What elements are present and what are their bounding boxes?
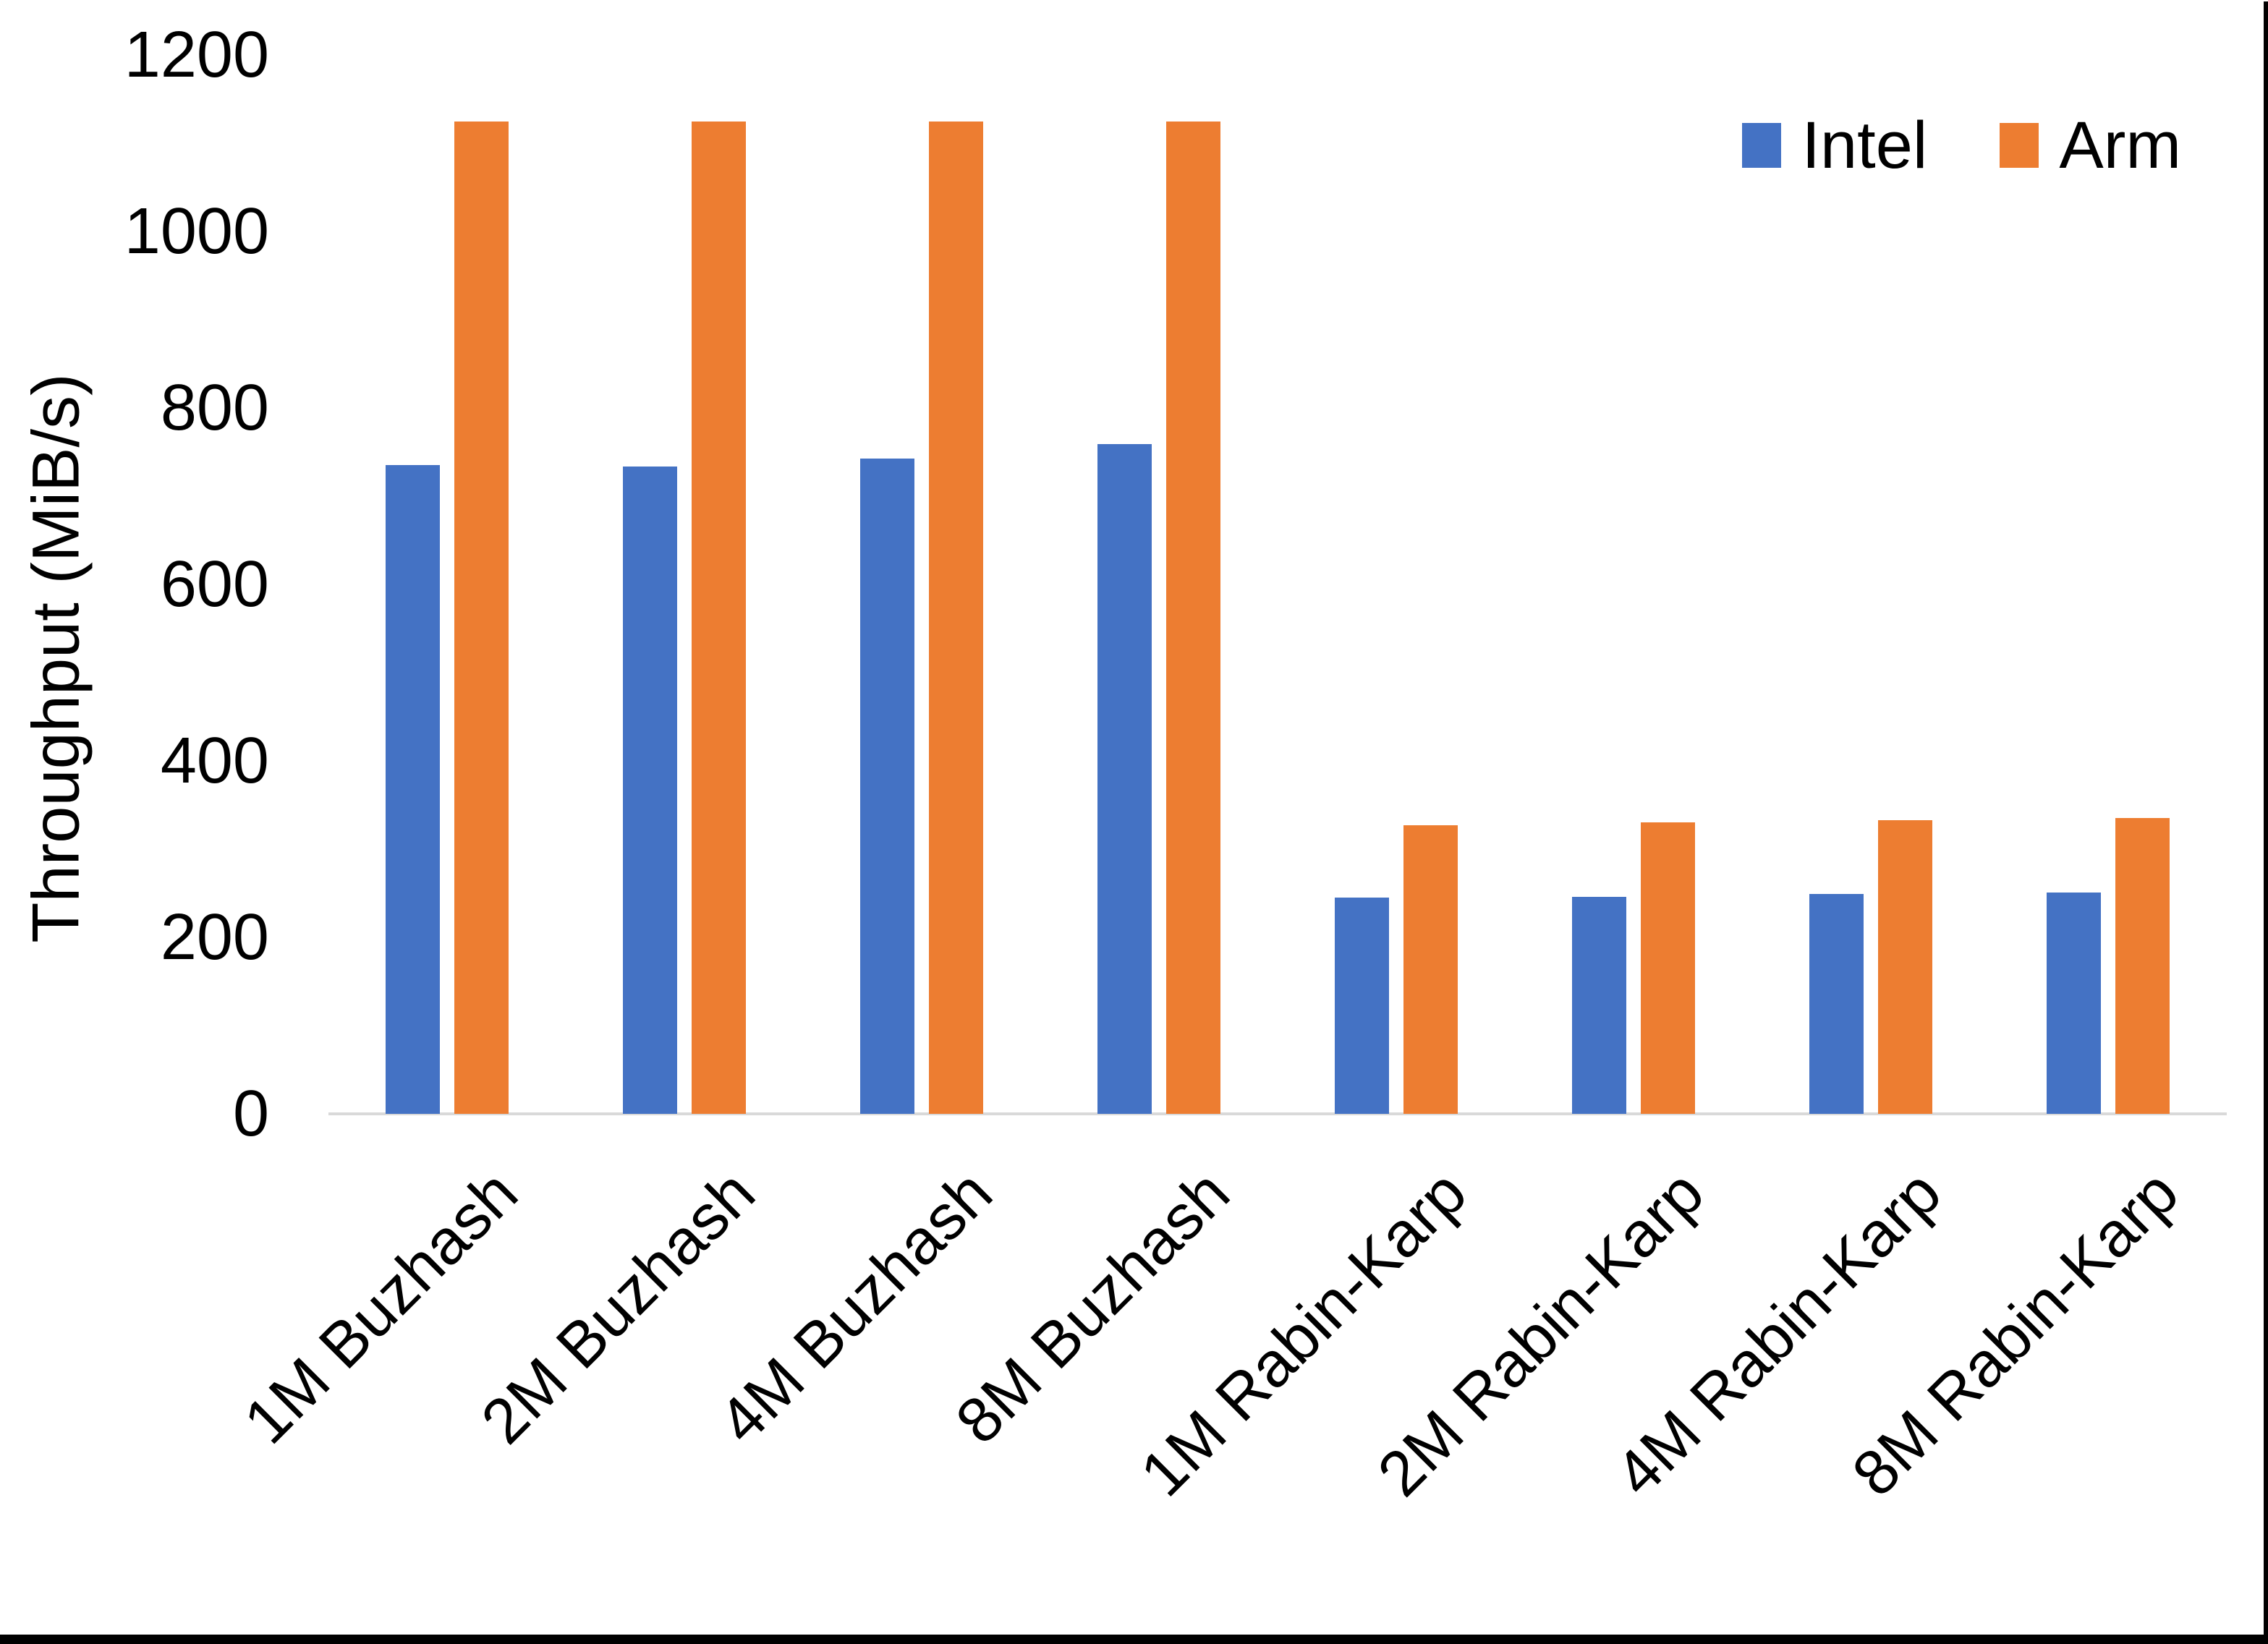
bar-group xyxy=(803,55,1040,1114)
y-axis-title: Throughput (MiB/s) xyxy=(19,373,93,943)
y-tick-label: 400 xyxy=(160,725,269,797)
bar-group xyxy=(328,55,566,1114)
legend: Intel Arm xyxy=(1742,112,2181,179)
arm-bar xyxy=(454,121,509,1114)
intel-bar xyxy=(623,466,677,1114)
arm-bar xyxy=(929,121,983,1114)
bar-group xyxy=(1278,55,1515,1114)
arm-bar xyxy=(1166,121,1220,1114)
intel-bar xyxy=(1097,444,1152,1114)
plot-area xyxy=(328,55,2227,1114)
bar-group xyxy=(1040,55,1278,1114)
arm-swatch-icon xyxy=(2000,123,2039,168)
y-tick-label: 200 xyxy=(160,901,269,974)
arm-bar xyxy=(692,121,746,1114)
y-tick-label: 0 xyxy=(232,1078,269,1150)
y-tick-label: 1200 xyxy=(124,19,269,91)
x-axis-line xyxy=(328,1112,2227,1115)
bar-group xyxy=(1989,55,2227,1114)
arm-bar xyxy=(1641,822,1695,1114)
intel-bar xyxy=(1809,894,1864,1114)
intel-bar xyxy=(386,465,440,1114)
intel-bar xyxy=(1572,896,1626,1114)
legend-label-intel: Intel xyxy=(1801,108,1928,182)
y-tick-label: 800 xyxy=(160,372,269,444)
arm-bar xyxy=(2115,818,2170,1114)
legend-label-arm: Arm xyxy=(2059,108,2181,182)
bar-group xyxy=(1515,55,1752,1114)
bar-group xyxy=(566,55,803,1114)
intel-bar xyxy=(860,458,914,1114)
bar-group xyxy=(1752,55,1989,1114)
y-tick-label: 1000 xyxy=(124,195,269,268)
legend-item-arm: Arm xyxy=(2000,112,2181,179)
legend-item-intel: Intel xyxy=(1742,112,1927,179)
intel-bar xyxy=(1335,898,1389,1114)
screenshot-bottom-border xyxy=(0,1635,2268,1644)
arm-bar xyxy=(1878,819,1932,1114)
intel-bar xyxy=(2047,892,2101,1114)
intel-swatch-icon xyxy=(1742,123,1782,168)
arm-bar xyxy=(1403,825,1458,1114)
y-tick-label: 600 xyxy=(160,548,269,621)
screenshot-right-border xyxy=(2264,1,2268,1644)
